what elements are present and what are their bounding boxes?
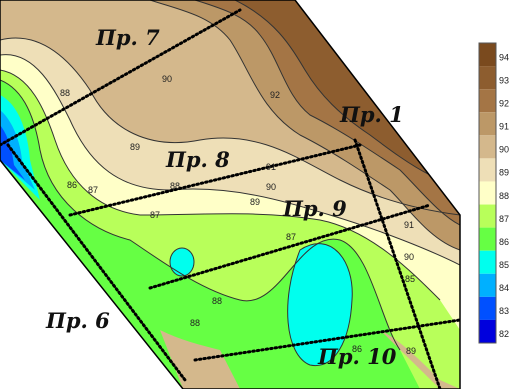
contour-label: 87 — [88, 185, 98, 195]
contour-label: 88 — [212, 296, 222, 306]
legend-swatch — [479, 89, 496, 113]
legend-tick-label: 89 — [499, 168, 509, 178]
legend-tick-label: 87 — [499, 214, 509, 224]
legend-swatch — [479, 43, 496, 67]
contour-label: 86 — [67, 180, 77, 190]
legend-tick-label: 94 — [499, 52, 509, 62]
profile-label-8: Пр. 8 — [165, 147, 230, 172]
legend-tick-label: 86 — [499, 237, 509, 247]
profile-line-7 — [0, 8, 242, 147]
legend-tick-label: 83 — [499, 306, 509, 316]
legend-swatch — [479, 273, 496, 297]
profile-line-8 — [68, 143, 362, 217]
legend-swatch — [479, 204, 496, 228]
contour-label: 88 — [190, 318, 200, 328]
contour-label: 85 — [405, 274, 415, 284]
contour-labels: 88 90 92 89 91 86 87 90 89 88 91 90 87 8… — [60, 74, 416, 356]
legend-swatch — [479, 66, 496, 90]
legend-swatch — [479, 158, 496, 182]
contour-label: 87 — [150, 210, 160, 220]
legend-swatch — [479, 112, 496, 136]
contour-label: 89 — [250, 197, 260, 207]
profile-line-1 — [353, 138, 442, 389]
legend-tick-label: 92 — [499, 98, 509, 108]
legend-tick-label: 84 — [499, 283, 509, 293]
contour-label: 88 — [60, 88, 70, 98]
contour-label: 89 — [130, 142, 140, 152]
legend-tick-label: 85 — [499, 260, 509, 270]
legend-swatch — [479, 296, 496, 320]
color-legend: 94 93 92 91 90 89 88 87 86 85 84 83 82 — [478, 42, 509, 344]
legend-tick-label: 93 — [499, 75, 509, 85]
contour-label: 86 — [352, 344, 362, 354]
legend-tick-label: 91 — [499, 122, 509, 132]
profile-line-10 — [193, 318, 462, 362]
profile-label-10: Пр. 10 — [317, 344, 397, 369]
legend-swatch — [479, 135, 496, 159]
profile-line-6 — [6, 143, 187, 382]
contour-label: 90 — [404, 252, 414, 262]
contour-label: 88 — [170, 181, 180, 191]
legend-swatch — [479, 250, 496, 274]
contour-label: 91 — [266, 162, 276, 172]
contour-label: 87 — [286, 232, 296, 242]
contour-label: 91 — [404, 220, 414, 230]
legend-tick-label: 82 — [499, 329, 509, 339]
profile-labels: Пр. 7 Пр. 1 Пр. 8 Пр. 9 Пр. 6 Пр. 10 — [45, 25, 404, 369]
profile-label-1: Пр. 1 — [339, 102, 404, 127]
contour-label: 92 — [270, 90, 280, 100]
profile-label-9: Пр. 9 — [282, 196, 347, 221]
profile-label-6: Пр. 6 — [45, 308, 110, 333]
legend-swatch — [479, 319, 496, 343]
profile-line-9 — [148, 203, 432, 290]
contour-label: 90 — [266, 182, 276, 192]
legend-swatch — [479, 181, 496, 205]
contour-label: 90 — [162, 74, 172, 84]
contour-label: 89 — [406, 346, 416, 356]
legend-frame — [478, 42, 497, 344]
legend-tick-label: 88 — [499, 191, 509, 201]
profile-label-7: Пр. 7 — [95, 25, 160, 50]
legend-swatch — [479, 227, 496, 251]
legend-tick-label: 90 — [499, 145, 509, 155]
profile-lines — [0, 8, 462, 389]
